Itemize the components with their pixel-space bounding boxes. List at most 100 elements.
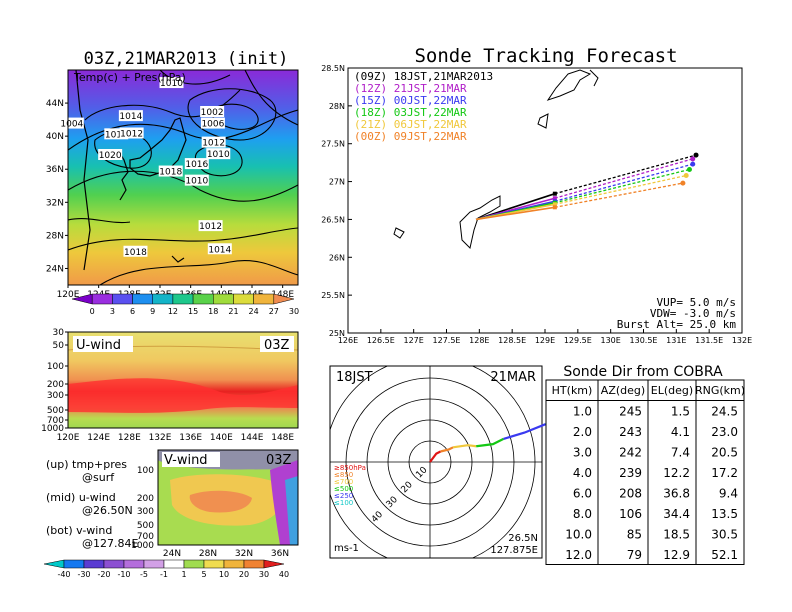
temperature-colorbar: 0 3 6 9 12 15 18 21 24 27 30 <box>71 293 299 316</box>
hodograph-segment <box>452 444 477 449</box>
v-wind-blue <box>285 476 298 545</box>
v-wind-time: 03Z <box>266 453 292 468</box>
table-cell: 12.2 <box>663 466 690 480</box>
track-legend: (09Z) 18JST,21MAR2013(12Z) 21JST,21MAR(1… <box>354 70 493 143</box>
pressure-label: 1010 <box>207 150 230 160</box>
hodograph-segment <box>429 450 441 463</box>
temp-colorbar-label: 12 <box>168 307 178 316</box>
track-param-vup: VUP= 5.0 m/s <box>657 296 736 309</box>
temp-colorbar-swatch <box>91 293 113 305</box>
track-endpoint <box>690 156 696 162</box>
track-line-dashed <box>554 174 687 205</box>
track-x-tick-label: 129.5E <box>564 336 592 345</box>
track-legend-entry: (09Z) 18JST,21MAR2013 <box>354 70 493 83</box>
hodograph-lat: 26.5N <box>508 533 538 544</box>
side-legend-up2: @surf <box>82 471 115 484</box>
side-legend: (up) tmp+pres @surf (mid) u-wind @26.50N… <box>46 458 138 550</box>
wind-colorbar-swatch <box>203 559 225 569</box>
wind-colorbar-swatch <box>183 559 205 569</box>
wind-colorbar-swatch <box>243 559 265 569</box>
hodograph-legend-entry: ≤250 <box>334 492 353 500</box>
u-wind-y-tick-label: 500 <box>47 406 64 416</box>
track-x-tick-label: 127E <box>404 336 424 345</box>
v-wind-x-tick-label: 32N <box>235 549 253 559</box>
table-frame <box>545 379 745 565</box>
hodograph-legend-entry: ≤100 <box>334 499 353 507</box>
table-cell: 2.0 <box>573 425 592 439</box>
pressure-label-bg <box>184 158 209 170</box>
table-title: Sonde Dir from COBRA <box>563 364 723 380</box>
u-wind-time-bg <box>260 336 294 352</box>
table-cell: 52.1 <box>711 548 738 562</box>
table-header-cell: HT(km) <box>552 384 593 397</box>
track-x-tick-label: 132E <box>732 336 752 345</box>
u-wind-y-tick-label: 50 <box>53 341 65 351</box>
pressure-label-bg <box>59 117 84 129</box>
pressure-label: 1004 <box>60 120 83 130</box>
track-legend-entry: (00Z) 09JST,22MAR <box>354 130 467 143</box>
temp-colorbar-swatch <box>172 293 194 305</box>
temp-colorbar-swatch <box>192 293 214 305</box>
side-legend-bot2: @127.84E <box>82 537 138 550</box>
v-wind-y-tick-label: 500 <box>137 521 154 531</box>
table-cell: 24.5 <box>711 405 738 419</box>
u-wind-x-tick-label: 128E <box>118 433 141 443</box>
temp-colorbar-label: 27 <box>269 307 279 316</box>
pressure-label: 1020 <box>99 151 122 161</box>
map-frame <box>67 69 299 286</box>
hodograph-segment <box>476 437 504 448</box>
track-endpoint <box>683 173 689 179</box>
wind-colorbar-label: -40 <box>57 570 70 579</box>
track-y-tick-label: 25N <box>329 329 345 338</box>
table-cell: 3.0 <box>573 446 592 460</box>
track-y-tick-label: 27.5N <box>321 140 345 149</box>
track-endpoint <box>693 152 699 158</box>
wind-colorbar-swatch <box>143 559 165 569</box>
u-wind-x-tick-label: 148E <box>271 433 294 443</box>
table-cell: 10.0 <box>565 528 592 542</box>
wind-colorbar-label: 5 <box>201 570 206 579</box>
temp-colorbar-swatch <box>213 293 234 305</box>
u-wind-y-tick-label: 200 <box>47 380 64 390</box>
hodograph-segment <box>503 423 546 440</box>
table-cell: 4.1 <box>671 425 690 439</box>
track-x-tick-label: 130E <box>601 336 621 345</box>
temp-colorbar-swatch <box>152 293 174 305</box>
side-legend-up: (up) tmp+pres <box>46 458 127 471</box>
hodograph-legend-entry: ≤850 <box>334 471 353 479</box>
pressure-label: 1010 <box>185 177 208 187</box>
track-x-tick-label: 131E <box>666 336 686 345</box>
track-legend-entry: (12Z) 21JST,21MAR <box>354 82 467 95</box>
u-wind-x-tick-label: 140E <box>210 433 233 443</box>
wind-colorbar-label: 1 <box>181 570 186 579</box>
pressure-label: 1012 <box>120 130 143 140</box>
table-cell: 9.4 <box>719 487 738 501</box>
wind-colorbar-swatch <box>263 559 285 569</box>
v-wind-y-tick-label: 300 <box>137 507 154 517</box>
table-cell: 242 <box>619 446 642 460</box>
table-cell: 30.5 <box>711 528 738 542</box>
u-wind-x-tick-label: 136E <box>179 433 202 443</box>
hodograph-legend-entry: ≥850hPa <box>334 464 366 472</box>
u-wind-y-tick-label: 300 <box>47 391 64 401</box>
track-param-vdw: VDW= -3.0 m/s <box>650 307 736 320</box>
v-wind-y-tick-label: 100 <box>137 466 154 476</box>
pressure-label: 1014 <box>119 112 142 122</box>
table-cell: 6.0 <box>573 487 592 501</box>
pressure-label: 1018 <box>124 248 147 258</box>
wind-colorbar-label: 30 <box>259 570 269 579</box>
hodograph-level-legend: ≥850hPa≤850≤700≤500≤250≤100 <box>334 464 366 507</box>
track-x-tick-label: 128.5E <box>498 336 526 345</box>
table-cell: 12.0 <box>565 548 592 562</box>
wind-colorbar-swatch <box>83 559 105 569</box>
table-cell: 1.5 <box>671 405 690 419</box>
u-wind-x-tick-label: 124E <box>87 433 110 443</box>
temp-colorbar-label: 30 <box>289 307 299 316</box>
u-wind-y-tick-label: 100 <box>47 362 64 372</box>
table-cell: 85 <box>627 528 642 542</box>
sonde-direction-table: Sonde Dir from COBRA HT(km) AZ(deg) EL(deg… <box>545 364 745 565</box>
